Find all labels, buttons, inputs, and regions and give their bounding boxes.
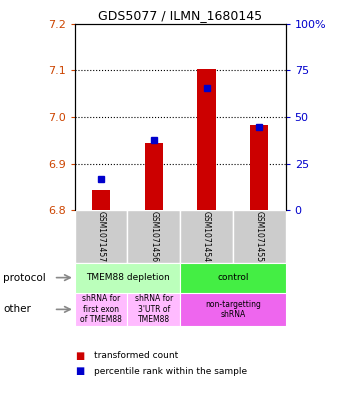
Bar: [197, 69, 216, 210]
Text: GSM1071457: GSM1071457: [97, 211, 106, 262]
Text: non-targetting
shRNA: non-targetting shRNA: [205, 300, 261, 319]
Bar: [180, 263, 286, 292]
Bar: [128, 292, 180, 326]
Bar: [144, 143, 163, 210]
Bar: [75, 263, 180, 292]
Text: GSM1071455: GSM1071455: [255, 211, 264, 262]
Bar: [250, 125, 269, 210]
Text: control: control: [217, 273, 249, 282]
Bar: [180, 292, 286, 326]
Text: shRNA for
first exon
of TMEM88: shRNA for first exon of TMEM88: [80, 294, 122, 324]
Text: other: other: [3, 304, 31, 314]
Bar: [180, 210, 233, 263]
Title: GDS5077 / ILMN_1680145: GDS5077 / ILMN_1680145: [98, 9, 262, 22]
Text: ■: ■: [75, 366, 84, 376]
Text: protocol: protocol: [3, 273, 46, 283]
Text: ■: ■: [75, 351, 84, 361]
Text: shRNA for
3'UTR of
TMEM88: shRNA for 3'UTR of TMEM88: [135, 294, 173, 324]
Text: percentile rank within the sample: percentile rank within the sample: [94, 367, 246, 376]
Bar: [75, 292, 128, 326]
Bar: [233, 210, 286, 263]
Bar: [128, 210, 180, 263]
Text: GSM1071454: GSM1071454: [202, 211, 211, 262]
Text: TMEM88 depletion: TMEM88 depletion: [86, 273, 169, 282]
Text: GSM1071456: GSM1071456: [149, 211, 158, 262]
Bar: [75, 210, 128, 263]
Text: transformed count: transformed count: [94, 351, 178, 360]
Bar: [92, 190, 111, 210]
